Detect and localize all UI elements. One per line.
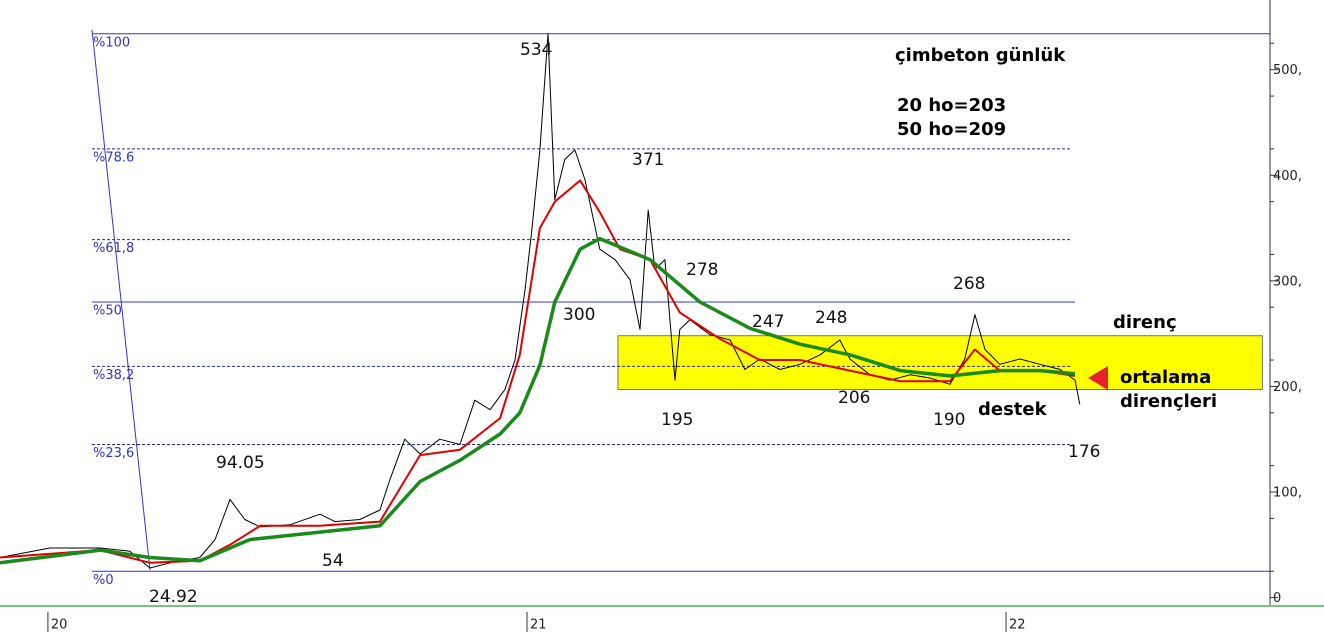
y-tick-label: 100, (1273, 486, 1302, 501)
x-tick-label: 21 (530, 618, 547, 633)
price-label: 54 (322, 551, 344, 571)
y-tick-label: 400, (1273, 169, 1302, 184)
note: ortalama (1120, 367, 1211, 388)
x-tick-label: 22 (1009, 618, 1026, 633)
y-tick-label: 200, (1273, 380, 1302, 395)
y-tick-label: 500, (1273, 63, 1302, 78)
price-label: 534 (520, 40, 552, 60)
price-label: 371 (632, 150, 664, 170)
x-tick-label: 20 (51, 618, 68, 633)
price-label: 248 (815, 308, 847, 328)
note: 20 ho=203 (897, 95, 1006, 116)
arrow (1088, 366, 1108, 390)
fib-label: %61,8 (93, 241, 134, 256)
price-label: 190 (933, 410, 965, 430)
price-label: 94.05 (216, 453, 265, 473)
price-label: 176 (1068, 442, 1100, 462)
fib-label: %23,6 (93, 446, 134, 461)
price-label: 206 (838, 388, 870, 408)
note: 50 ho=209 (897, 119, 1006, 140)
fib-label: %0 (93, 573, 114, 588)
note: çimbeton günlük (895, 45, 1066, 66)
price-label: 268 (953, 274, 985, 294)
price-label: 278 (686, 260, 718, 280)
note: destek (978, 399, 1048, 420)
fib-label: %38,2 (93, 368, 134, 383)
fib-label: %78.6 (93, 150, 134, 165)
series-line (0, 179, 1076, 564)
price-label: 195 (661, 410, 693, 430)
y-tick-label: 0 (1273, 591, 1281, 606)
y-tick-label: 300, (1273, 274, 1302, 289)
fib-label: %50 (93, 303, 122, 318)
fib-trend-line (91, 29, 151, 571)
price-label: 300 (563, 305, 595, 325)
fib-label: %100 (93, 35, 130, 50)
note: dirençleri (1120, 391, 1217, 412)
price-label: 247 (752, 312, 784, 332)
note: direnç (1113, 312, 1177, 333)
series-line (0, 236, 1076, 565)
price-label: 24.92 (149, 587, 198, 607)
